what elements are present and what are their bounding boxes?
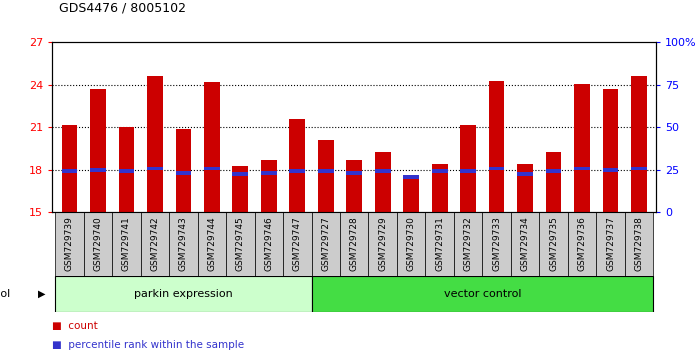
Bar — [112, 212, 140, 283]
Text: GSM729731: GSM729731 — [435, 216, 444, 271]
Bar — [517, 164, 533, 212]
Bar — [432, 164, 447, 212]
Text: GSM729738: GSM729738 — [634, 216, 644, 271]
Bar — [311, 276, 653, 312]
Bar — [432, 169, 447, 173]
Bar — [290, 169, 305, 173]
Text: GSM729743: GSM729743 — [179, 216, 188, 271]
Bar — [596, 212, 625, 283]
Bar — [397, 212, 426, 283]
Text: GDS4476 / 8005102: GDS4476 / 8005102 — [59, 1, 186, 14]
Bar — [546, 152, 561, 212]
Text: vector control: vector control — [444, 289, 521, 299]
Bar — [119, 169, 134, 173]
Bar — [625, 212, 653, 283]
Bar — [90, 168, 106, 172]
Bar — [511, 212, 540, 283]
Bar — [454, 212, 482, 283]
Text: protocol: protocol — [0, 289, 10, 299]
Bar — [540, 212, 568, 283]
Bar — [489, 81, 505, 212]
Text: GSM729729: GSM729729 — [378, 216, 387, 271]
Bar — [290, 119, 305, 212]
Bar — [318, 140, 334, 212]
Text: GSM729730: GSM729730 — [407, 216, 416, 271]
Text: GSM729740: GSM729740 — [94, 216, 103, 271]
Bar — [261, 160, 276, 212]
Bar — [169, 212, 198, 283]
Bar — [119, 127, 134, 212]
Bar — [602, 168, 618, 172]
Text: GSM729746: GSM729746 — [265, 216, 274, 271]
Bar — [226, 212, 255, 283]
Bar — [546, 169, 561, 173]
Bar — [318, 169, 334, 173]
Bar — [261, 171, 276, 175]
Bar — [255, 212, 283, 283]
Text: GSM729745: GSM729745 — [236, 216, 245, 271]
Text: GSM729727: GSM729727 — [321, 216, 330, 271]
Bar — [602, 89, 618, 212]
Bar — [346, 160, 362, 212]
Text: GSM729741: GSM729741 — [122, 216, 131, 271]
Text: GSM729734: GSM729734 — [521, 216, 530, 271]
Text: GSM729737: GSM729737 — [606, 216, 615, 271]
Text: GSM729732: GSM729732 — [463, 216, 473, 271]
Bar — [311, 212, 340, 283]
Text: GSM729742: GSM729742 — [150, 216, 159, 270]
Bar — [403, 178, 419, 212]
Bar — [55, 212, 84, 283]
Text: GSM729744: GSM729744 — [207, 216, 216, 270]
Bar — [147, 76, 163, 212]
Bar — [198, 212, 226, 283]
Bar — [232, 172, 248, 176]
Bar — [61, 169, 77, 173]
Bar — [460, 125, 476, 212]
Bar — [140, 212, 169, 283]
Bar — [175, 171, 191, 175]
Text: GSM729728: GSM729728 — [350, 216, 359, 271]
Bar — [631, 76, 647, 212]
Bar — [340, 212, 369, 283]
Bar — [84, 212, 112, 283]
Text: GSM729747: GSM729747 — [292, 216, 302, 271]
Text: GSM729733: GSM729733 — [492, 216, 501, 271]
Bar — [61, 125, 77, 212]
Bar — [175, 129, 191, 212]
Text: ■  percentile rank within the sample: ■ percentile rank within the sample — [52, 341, 244, 350]
Bar — [403, 175, 419, 179]
Bar — [489, 166, 505, 171]
Bar — [147, 166, 163, 171]
Bar — [55, 276, 311, 312]
Text: GSM729736: GSM729736 — [577, 216, 586, 271]
Bar — [482, 212, 511, 283]
Bar — [375, 152, 391, 212]
Text: GSM729735: GSM729735 — [549, 216, 558, 271]
Bar — [574, 84, 590, 212]
Bar — [204, 166, 220, 171]
Bar — [232, 166, 248, 212]
Bar — [204, 82, 220, 212]
Bar — [426, 212, 454, 283]
Bar — [568, 212, 596, 283]
Bar — [369, 212, 397, 283]
Bar — [460, 169, 476, 173]
Bar — [375, 169, 391, 173]
Bar — [631, 166, 647, 171]
Text: parkin expression: parkin expression — [134, 289, 232, 299]
Bar — [574, 166, 590, 171]
Bar — [346, 171, 362, 175]
Text: ■  count: ■ count — [52, 321, 98, 331]
Text: ▶: ▶ — [38, 289, 45, 299]
Bar — [283, 212, 311, 283]
Bar — [90, 89, 106, 212]
Text: GSM729739: GSM729739 — [65, 216, 74, 271]
Bar — [517, 172, 533, 176]
